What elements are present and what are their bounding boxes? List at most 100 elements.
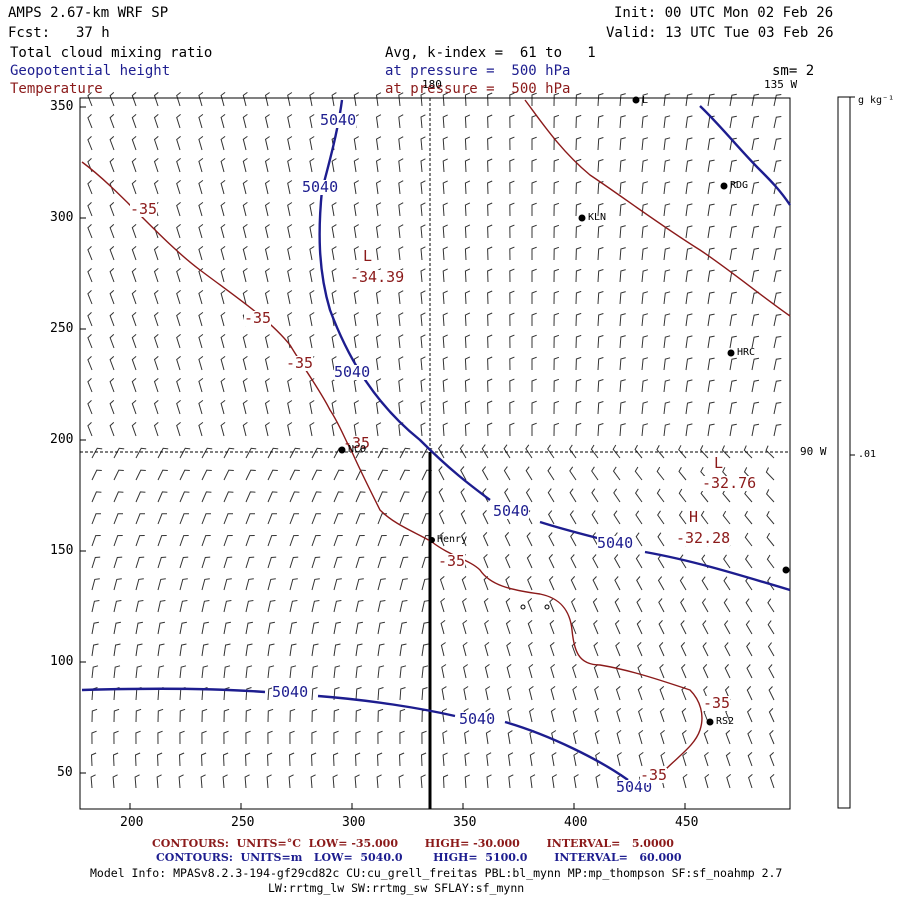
- wind-barb: [375, 92, 382, 107]
- wind-barb: [486, 752, 492, 767]
- wind-barb: [176, 180, 181, 195]
- wind-barb: [267, 621, 275, 635]
- wind-barb: [153, 422, 159, 437]
- wind-barb: [615, 642, 621, 657]
- wind-barb: [464, 114, 471, 129]
- wind-barb: [91, 578, 100, 591]
- wind-barb: [619, 379, 626, 393]
- wind-barb: [685, 93, 693, 107]
- wind-barb: [531, 378, 537, 392]
- wind-barb: [135, 730, 141, 745]
- wind-barb: [311, 621, 319, 635]
- wind-barb: [399, 556, 409, 569]
- wind-barb: [309, 334, 315, 349]
- wind-barb: [244, 774, 250, 789]
- wind-barb: [442, 92, 448, 107]
- meridian-label-180: 180: [422, 78, 442, 91]
- wind-barb: [87, 312, 93, 327]
- wind-barb: [751, 203, 760, 217]
- wind-barb: [421, 687, 428, 701]
- wind-barb: [87, 268, 93, 283]
- wind-barb: [134, 752, 141, 767]
- wind-barb: [597, 247, 604, 261]
- wind-barb: [619, 247, 626, 261]
- wind-barb: [575, 92, 582, 107]
- wind-barb: [375, 180, 382, 195]
- wind-barb: [109, 180, 115, 195]
- low-center-2-value: -32.76: [702, 474, 757, 492]
- wind-barb: [135, 643, 143, 657]
- wind-barb: [680, 598, 687, 613]
- wind-barb: [179, 643, 187, 657]
- wind-barb: [267, 556, 277, 569]
- wind-barb: [179, 513, 189, 525]
- wind-barb: [729, 203, 737, 217]
- wind-barb: [594, 729, 600, 745]
- wind-barb: [506, 642, 512, 657]
- wind-barb: [641, 335, 649, 349]
- wind-barb: [264, 136, 270, 151]
- wind-barb: [613, 488, 621, 503]
- wind-barb: [355, 687, 362, 701]
- wind-barb: [223, 469, 234, 481]
- wind-barb: [131, 400, 137, 415]
- wind-barb: [657, 510, 665, 525]
- height-contour-2: [644, 550, 791, 592]
- wind-barb: [87, 136, 93, 151]
- wind-barb: [440, 598, 446, 613]
- forecast-hours: 37 h: [76, 25, 110, 41]
- wind-barb: [220, 180, 226, 195]
- valid-time: Valid: 13 UTC Tue 03 Feb 26: [606, 25, 834, 41]
- wind-barb: [198, 290, 204, 305]
- wind-barb: [176, 202, 181, 217]
- colorbar: [837, 96, 851, 809]
- wind-barb: [287, 378, 293, 393]
- wind-barb: [464, 334, 471, 349]
- wind-barb: [420, 422, 426, 437]
- wind-barb: [531, 202, 537, 216]
- wind-barb: [441, 686, 447, 701]
- map-frame: [79, 97, 791, 810]
- wind-barb: [223, 600, 232, 613]
- wind-barb: [220, 224, 226, 239]
- station-label-henry: Henry: [437, 534, 468, 545]
- wind-barb: [663, 115, 671, 129]
- wind-barb: [575, 400, 582, 415]
- wind-barb: [353, 290, 359, 305]
- wind-barb: [663, 335, 671, 349]
- wind-barb: [531, 180, 537, 194]
- wind-barb: [355, 491, 366, 503]
- wind-barb: [113, 730, 119, 745]
- wind-barb: [113, 491, 124, 503]
- model-info-2: LW:rrtmg_lw SW:rrtmg_sw SFLAY:sf_mynn: [268, 881, 525, 895]
- wind-barb: [575, 422, 582, 437]
- wind-barb: [109, 114, 115, 129]
- wind-barb: [353, 92, 359, 107]
- wind-barb: [289, 513, 299, 525]
- wind-barb: [91, 535, 101, 547]
- low-center-2-letter: L: [714, 454, 724, 472]
- wind-barb: [768, 686, 775, 701]
- wind-barb: [113, 469, 124, 481]
- wind-barb: [464, 158, 471, 173]
- wind-barb: [201, 578, 210, 591]
- wind-barb: [641, 115, 649, 129]
- wind-barb: [311, 469, 322, 481]
- wind-barb: [287, 92, 293, 107]
- model-info: Model Info: MPASv8.2.3-194-gf29cd82c CU:…: [90, 866, 783, 880]
- wind-barb: [726, 774, 732, 789]
- wind-barb: [483, 598, 489, 613]
- wind-barb: [135, 578, 144, 591]
- wind-barb: [597, 269, 604, 283]
- wind-barb: [222, 752, 229, 767]
- wind-barb: [729, 93, 737, 107]
- wind-barb: [309, 202, 315, 217]
- wind-barb: [223, 513, 233, 525]
- wind-barb: [113, 600, 122, 613]
- wind-barb: [311, 447, 323, 459]
- meridian-label-90w: 90 W: [800, 445, 827, 458]
- wind-barb: [355, 556, 365, 569]
- wind-barb: [353, 136, 359, 151]
- wind-barb: [289, 665, 297, 679]
